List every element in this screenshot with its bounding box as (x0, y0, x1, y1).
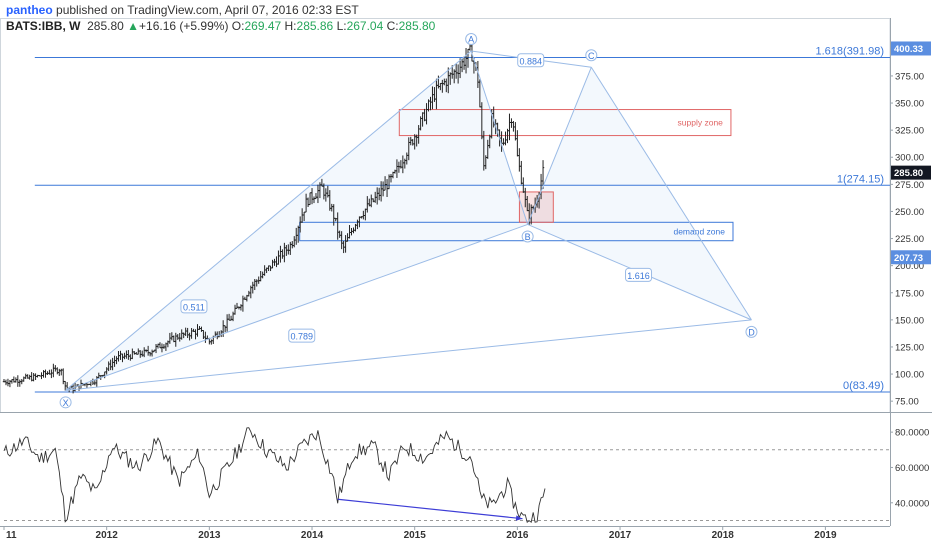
pattern-leg-cd (590, 67, 752, 321)
price-change: +16.16 (+5.99%) (139, 19, 229, 33)
ratio-label: 1.616 (627, 271, 650, 281)
price-badge (891, 250, 931, 265)
price-badge (891, 165, 931, 180)
time-tick-label: 2012 (96, 530, 119, 541)
pattern-leg-ab (470, 50, 529, 225)
pattern-point-marker (59, 396, 72, 409)
ratio-label: 0.511 (183, 302, 205, 312)
ratio-label: 0.884 (519, 56, 542, 66)
price-tick-label: 300.00 (895, 153, 924, 164)
close-label: C: (386, 19, 399, 33)
rsi-tick-label: 40.0000 (895, 498, 929, 509)
rsi-divergence-arrowhead (515, 515, 523, 521)
price-tick-label: 275.00 (895, 180, 924, 191)
price-badge-label: 400.33 (894, 44, 923, 55)
last-price: 285.80 (87, 19, 124, 33)
pattern-point-label: X (63, 398, 69, 408)
demand-zone-label: demand zone (673, 227, 725, 237)
pattern-point-label: C (588, 51, 595, 61)
pattern-point-marker (585, 49, 598, 62)
ratio-label-box (180, 299, 208, 314)
supply-zone-box (398, 109, 732, 137)
low-value: 267.04 (346, 19, 384, 33)
time-tick-label: 2016 (506, 530, 529, 541)
price-tick-label: 175.00 (895, 288, 924, 299)
ratio-label-box (625, 267, 653, 282)
pattern-point-label: B (525, 232, 531, 242)
high-value: 285.86 (296, 19, 334, 33)
rsi-divergence-line (337, 498, 523, 520)
price-badge-label: 285.80 (894, 168, 923, 179)
price-badge (891, 41, 931, 56)
change-arrow: ▲ (127, 19, 140, 33)
price-tick-label: 350.00 (895, 99, 924, 110)
price-tick-label: 200.00 (895, 261, 924, 272)
symbol-label[interactable]: BATS:IBB, W (6, 19, 81, 33)
open-value: 269.47 (244, 19, 282, 33)
time-tick-label: 2013 (198, 530, 221, 541)
pattern-bcd-fill (527, 67, 752, 320)
open-label: O: (231, 19, 245, 33)
time-tick-label: 2017 (609, 530, 632, 541)
fib-level-label: 0(83.49) (843, 380, 884, 392)
price-tick-label: 75.00 (895, 397, 919, 408)
price-tick-label: 325.00 (895, 126, 924, 137)
pattern-point-marker (745, 325, 758, 338)
pattern-point-label: D (748, 327, 755, 337)
rsi-line (3, 427, 546, 523)
pattern-leg-xa (65, 50, 472, 391)
rsi-tick-label: 60.0000 (895, 463, 929, 474)
pattern-point-label: A (468, 35, 474, 45)
fib-level-label: 1(274.15) (837, 173, 884, 185)
pattern-leg-xd (65, 319, 752, 391)
price-tick-label: 250.00 (895, 207, 924, 218)
price-tick-label: 100.00 (895, 370, 924, 381)
ratio-label-box (517, 53, 545, 68)
low-label: L: (336, 19, 347, 33)
price-tick-label: 150.00 (895, 315, 924, 326)
pattern-point-marker (465, 33, 478, 46)
time-tick-label: 2019 (814, 530, 837, 541)
ratio-label: 0.789 (290, 332, 313, 342)
time-tick-label: 2014 (301, 530, 324, 541)
price-tick-label: 225.00 (895, 234, 924, 245)
rsi-tick-label: 80.0000 (895, 428, 929, 439)
pattern-leg-xb (65, 223, 528, 391)
chart-header: pantheo published on TradingView.com, Ap… (6, 2, 435, 34)
price-badge-label: 207.73 (894, 253, 923, 264)
pattern-leg-bc (527, 67, 592, 225)
ratio-label-box (288, 328, 316, 343)
price-tick-label: 375.00 (895, 71, 924, 82)
pattern-point-marker (521, 230, 534, 243)
time-tick-label: 11 (6, 530, 17, 541)
publisher-name[interactable]: pantheo (6, 3, 53, 17)
published-info: published on TradingView.com, April 07, … (56, 3, 359, 17)
price-tick-label: 125.00 (895, 342, 924, 353)
fib-level-label: 1.618(391.98) (816, 46, 885, 58)
potential-reversal-box (518, 191, 554, 223)
supply-zone-label: supply zone (678, 118, 724, 128)
close-value: 285.80 (398, 19, 436, 33)
time-tick-label: 2015 (404, 530, 427, 541)
high-label: H: (284, 19, 297, 33)
time-tick-label: 2018 (712, 530, 735, 541)
